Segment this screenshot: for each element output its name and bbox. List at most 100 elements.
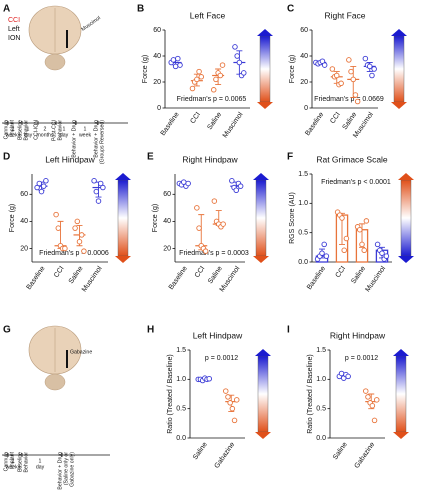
annotation: Friedman's p = 0.0669 (314, 96, 384, 103)
y-tick-label: 0.5 (316, 406, 326, 413)
data-point (229, 405, 236, 412)
event-label: (Groups Reversed) (99, 120, 105, 164)
y-tick-label: 1.0 (298, 200, 308, 207)
brain-label: ION (8, 35, 20, 42)
data-point (379, 250, 385, 256)
x-tick-label: CCI (329, 111, 342, 125)
data-point (175, 55, 181, 62)
chart-panel: H Left Hindpaw Ratio (Treated / Baseline)0… (147, 325, 271, 470)
data-point (194, 76, 200, 83)
data-point (227, 400, 233, 406)
data-point (348, 68, 354, 75)
y-tick-label: 40 (163, 218, 171, 225)
y-axis-label: RGS Score (AU) (289, 192, 296, 244)
interval-label: 1 (63, 126, 66, 132)
data-point (97, 180, 104, 187)
y-tick-label: 1.0 (176, 376, 186, 383)
data-point (233, 187, 239, 193)
data-point (220, 221, 226, 227)
y-tick-label: 0.5 (176, 406, 186, 413)
data-point (241, 70, 247, 76)
annotation: Friedman's p = 0.0003 (179, 250, 249, 257)
interval-label: weeks (6, 464, 21, 470)
event-label: Implant (9, 451, 15, 469)
data-point (93, 188, 100, 195)
y-tick-label: 1.0 (316, 376, 326, 383)
data-point (196, 225, 202, 231)
data-point (365, 394, 371, 400)
data-point (91, 178, 97, 184)
x-tick-label: Gabazine (213, 441, 236, 470)
data-point (338, 80, 344, 87)
data-point (225, 394, 231, 400)
data-point (74, 218, 81, 225)
cerebellum (44, 373, 66, 391)
data-point (232, 44, 238, 50)
gradient-arrow (391, 29, 407, 36)
data-point (346, 57, 352, 63)
y-axis-label: Force (g) (9, 204, 16, 232)
data-point (194, 205, 200, 211)
annotation: Friedman's p = 0.0006 (39, 250, 109, 257)
data-point (231, 417, 238, 424)
x-tick-label: CCI (53, 265, 66, 279)
y-tick-label: 40 (300, 53, 308, 60)
event-label: Post-CCI (51, 120, 57, 141)
interval-label: 1 (27, 126, 30, 132)
event-label: Behavior + Drug (71, 120, 77, 158)
x-tick-label: Saline (332, 441, 349, 461)
y-tick-label: 60 (300, 27, 308, 34)
data-point (76, 238, 83, 245)
interval-label: months (36, 132, 53, 138)
data-point (213, 76, 219, 83)
annotation: Friedman's p < 0.0001 (321, 179, 391, 186)
data-point (369, 72, 375, 79)
event-label: Cannula (3, 452, 9, 471)
data-point (62, 245, 68, 252)
data-point (371, 417, 378, 424)
y-tick-label: 20 (20, 245, 28, 252)
data-point (38, 188, 45, 195)
brain-label: Muscimol (80, 15, 101, 32)
x-tick-label: Gabazine (353, 441, 376, 470)
x-tick-label: Baseline (160, 111, 181, 137)
y-tick-label: 0 (157, 105, 161, 112)
y-axis-label: Ratio (Treated / Baseline) (307, 354, 314, 434)
event-label: (Saline only or (63, 452, 69, 485)
data-point (55, 225, 62, 231)
data-point (36, 180, 43, 187)
interval-label: 2 (44, 126, 47, 132)
panel-letter: C (287, 4, 294, 15)
data-point (100, 184, 106, 191)
x-tick-label: Saline (207, 265, 224, 285)
x-tick-label: Saline (341, 111, 358, 131)
panel-letter: A (3, 4, 10, 15)
x-tick-label: Saline (192, 441, 209, 461)
event-label: Behavior (23, 452, 29, 473)
x-tick-label: Saline (68, 265, 85, 285)
gradient-arrow (257, 102, 273, 109)
data-point (345, 373, 351, 380)
data-point (371, 66, 377, 72)
event-label: Baseline (17, 120, 23, 140)
event-label: Baseline (17, 452, 23, 472)
annotation: Friedman's p = 0.0065 (177, 96, 247, 103)
data-point (81, 248, 87, 254)
data-point (363, 388, 369, 394)
y-tick-label: 60 (20, 191, 28, 198)
data-point (321, 62, 328, 68)
gradient-arrow (393, 432, 409, 439)
x-tick-label: Baseline (306, 265, 327, 291)
data-point (229, 178, 235, 184)
x-tick-label: Saline (206, 111, 223, 131)
panel-letter: E (147, 152, 154, 163)
data-point (237, 183, 244, 189)
gradient-arrow (398, 256, 414, 263)
x-tick-label: Baseline (26, 265, 47, 291)
y-axis-label: Force (g) (289, 55, 296, 83)
y-tick-label: 0.0 (176, 435, 186, 442)
data-point (198, 74, 205, 80)
data-point (196, 68, 202, 75)
chart-panel: D Left Hindpaw Force (g) 20 40 60 Friedman's p… (3, 152, 131, 293)
chart-title: Right Hindpaw (330, 330, 386, 340)
